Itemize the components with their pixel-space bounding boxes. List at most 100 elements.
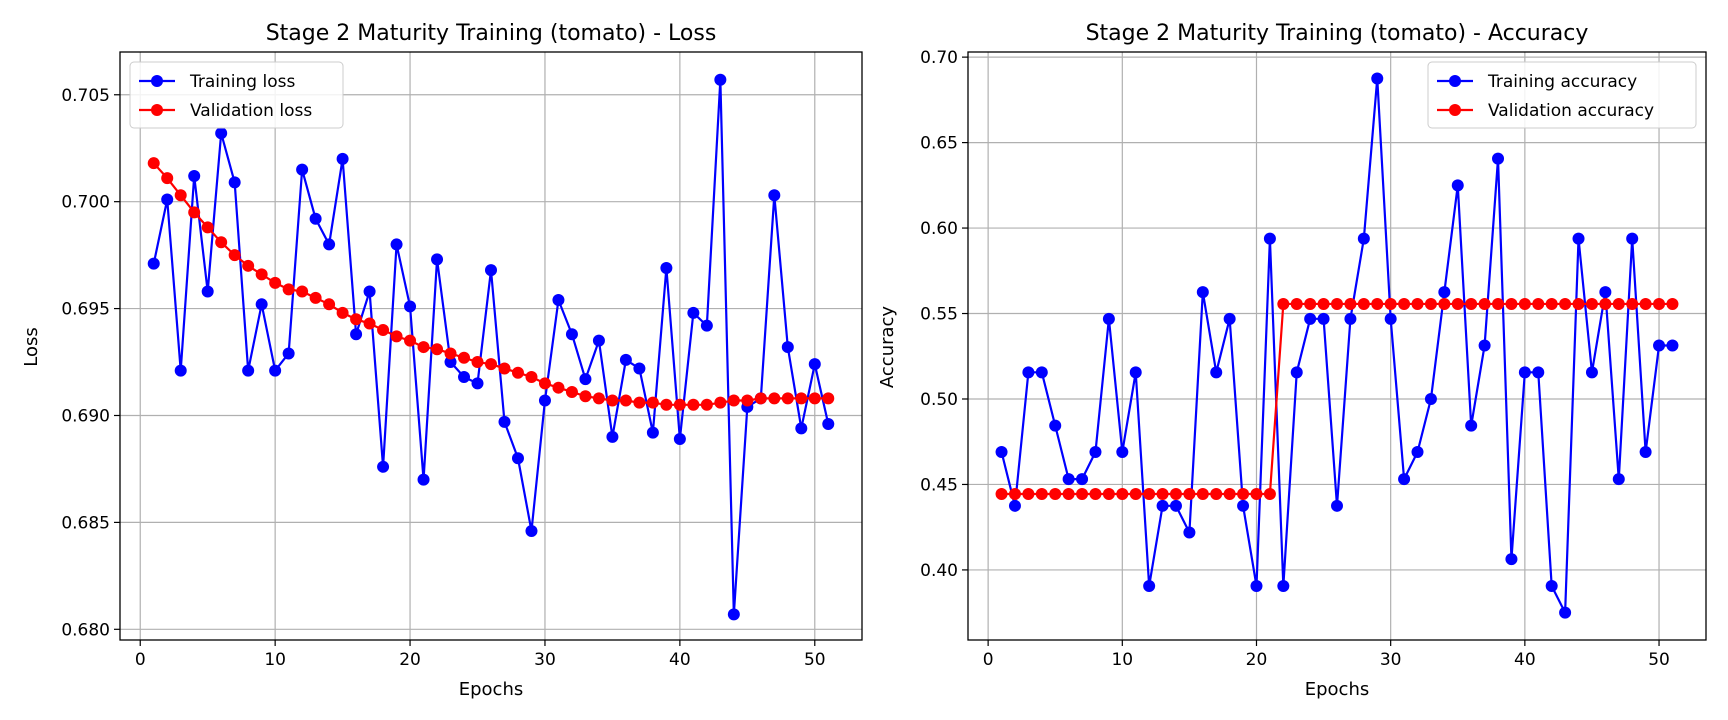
data-point: [714, 396, 727, 409]
data-point: [1143, 579, 1156, 592]
data-point: [727, 394, 740, 407]
data-point: [1411, 445, 1424, 458]
data-point: [1223, 312, 1236, 325]
data-point: [1250, 579, 1263, 592]
data-point: [673, 398, 686, 411]
data-point: [1317, 312, 1330, 325]
data-point: [579, 373, 592, 386]
data-point: [1076, 488, 1089, 501]
data-point: [444, 347, 457, 360]
data-point: [1626, 297, 1639, 310]
data-point: [1290, 366, 1303, 379]
data-point: [822, 392, 835, 405]
data-point: [1062, 473, 1075, 486]
data-point: [1196, 286, 1209, 299]
y-axis-label: Accuracy: [877, 306, 898, 389]
data-point: [1210, 366, 1223, 379]
data-point: [269, 276, 282, 289]
data-point: [147, 157, 160, 170]
data-point: [1411, 297, 1424, 310]
x-tick-label: 0: [135, 650, 146, 670]
data-point: [1545, 297, 1558, 310]
data-point: [741, 394, 754, 407]
data-point: [995, 488, 1008, 501]
data-point: [795, 422, 808, 435]
data-point: [1424, 297, 1437, 310]
x-axis-label: Epochs: [459, 679, 524, 700]
data-point: [1398, 297, 1411, 310]
data-point: [606, 394, 619, 407]
data-point: [498, 362, 511, 375]
data-point: [1331, 297, 1343, 310]
data-point: [525, 371, 538, 384]
data-point: [1465, 419, 1478, 432]
x-tick-label: 0: [983, 650, 994, 670]
data-point: [592, 334, 605, 347]
data-point: [1492, 152, 1505, 165]
data-point: [1169, 488, 1182, 501]
y-tick-label: 0.685: [61, 513, 110, 533]
data-point: [1398, 473, 1411, 486]
data-point: [673, 433, 686, 446]
data-point: [458, 351, 471, 364]
data-point: [1183, 488, 1196, 501]
y-tick-label: 0.55: [920, 305, 958, 325]
axes-frame: [119, 51, 863, 641]
data-point: [619, 394, 632, 407]
data-point: [417, 341, 430, 354]
data-point: [1035, 366, 1048, 379]
data-point: [727, 608, 740, 621]
data-point: [1653, 339, 1666, 352]
data-point: [1049, 488, 1062, 501]
y-tick-label: 0.695: [61, 300, 110, 320]
data-point: [377, 460, 390, 473]
data-point: [1183, 526, 1196, 539]
data-point: [404, 334, 417, 347]
data-point: [538, 377, 551, 390]
legend-label: Training accuracy: [1487, 72, 1637, 92]
y-tick-label: 0.680: [61, 620, 110, 640]
data-point: [1116, 445, 1129, 458]
data-point: [323, 298, 336, 311]
data-point: [1371, 297, 1384, 310]
data-point: [269, 364, 282, 377]
data-point: [822, 418, 835, 431]
data-point: [1250, 488, 1263, 501]
data-point: [1585, 366, 1598, 379]
data-point: [1666, 339, 1679, 352]
legend-label: Validation accuracy: [1488, 101, 1654, 121]
legend-label: Validation loss: [190, 101, 312, 121]
data-point: [1263, 232, 1276, 245]
validation-loss-series: [147, 157, 835, 411]
data-point: [350, 313, 363, 326]
y-tick-label: 0.40: [920, 561, 958, 581]
y-tick-label: 0.65: [920, 134, 958, 154]
data-point: [471, 377, 484, 390]
data-point: [255, 268, 268, 281]
y-tick-label: 0.705: [61, 86, 110, 106]
y-tick-label: 0.70: [920, 48, 958, 68]
data-point: [282, 347, 295, 360]
data-point: [1559, 297, 1572, 310]
data-point: [390, 238, 403, 251]
y-tick-label: 0.50: [920, 390, 958, 410]
data-point: [687, 398, 700, 411]
data-point: [485, 264, 497, 277]
data-point: [363, 317, 376, 330]
data-point: [1626, 232, 1639, 245]
data-point: [808, 392, 821, 405]
data-point: [1612, 297, 1625, 310]
data-point: [161, 172, 174, 185]
data-point: [646, 396, 659, 409]
data-point: [525, 524, 538, 537]
data-point: [1223, 488, 1236, 501]
data-point: [1277, 297, 1290, 310]
data-point: [201, 221, 214, 234]
data-point: [228, 176, 241, 189]
data-point: [1277, 579, 1290, 592]
x-tick-label: 50: [804, 650, 826, 670]
data-point: [377, 323, 390, 336]
data-point: [1572, 232, 1585, 245]
legend-label: Training loss: [189, 72, 295, 92]
axes-frame: [967, 51, 1707, 641]
